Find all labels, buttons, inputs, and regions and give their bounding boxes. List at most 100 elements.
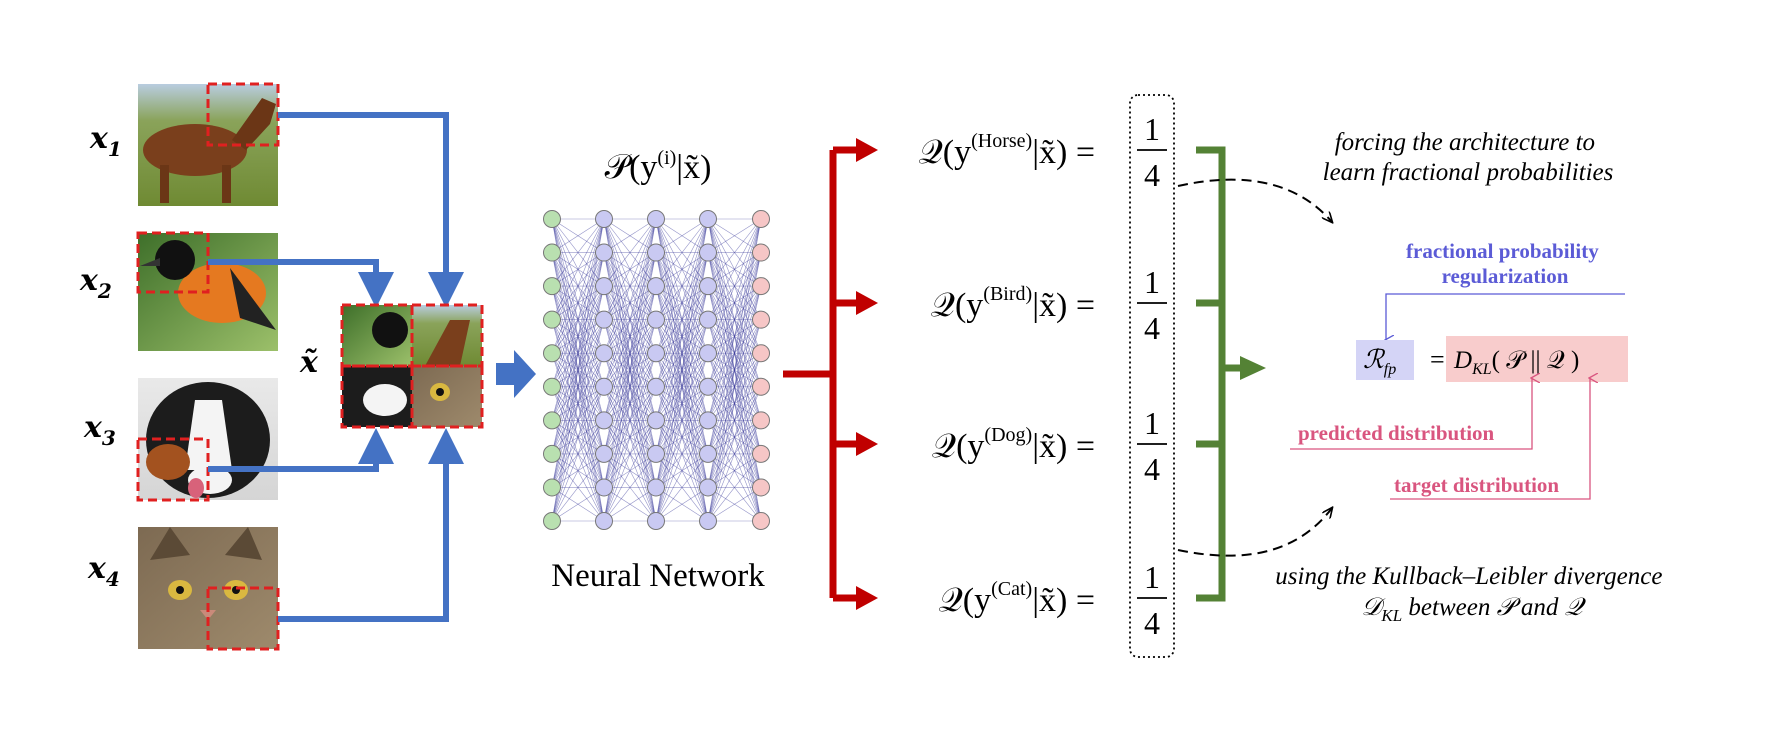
network-edge [551,386,605,522]
network-node [543,344,561,363]
network-node [647,277,665,296]
network-edge [551,487,605,522]
network-node [752,478,770,497]
network-edge [551,218,605,488]
svg-text:1: 1 [1144,559,1160,595]
network-edge [707,353,762,522]
network-edge [551,353,605,522]
network-node [543,277,561,296]
network-node [595,210,613,228]
network-edge [603,487,657,522]
network-edge [707,218,762,454]
network-node [543,210,561,228]
network-edge [603,453,657,522]
network-node [699,478,717,497]
network-edge [655,218,709,320]
svg-text:𝒬(y(Cat)|x̃) =: 𝒬(y(Cat)|x̃) = [938,578,1095,619]
output-branch-arrows [783,146,860,602]
network-edge [603,252,657,522]
network-node [699,411,717,430]
input-image-horse [138,82,280,206]
mixed-image [340,303,484,429]
network-edge [707,218,762,320]
network-node [647,243,665,262]
dashed-arrow-bottom [1177,508,1332,557]
network-edges [551,218,762,522]
svg-text:𝒬(y(Horse)|x̃) =: 𝒬(y(Horse)|x̃) = [918,130,1095,171]
regularizer-equals: = [1430,345,1445,374]
network-node [595,310,613,329]
svg-text:4: 4 [1144,605,1160,641]
network-edge [655,386,709,522]
network-edge [551,218,605,387]
network-edge [655,218,709,387]
network-edge [603,218,657,454]
network-node [752,210,770,228]
network-node [647,478,665,497]
output-equation-dog: 𝒬(y(Dog)|x̃) = [932,424,1095,465]
network-node [647,444,665,463]
network-node [699,344,717,363]
svg-text:𝒬(y(Dog)|x̃) =: 𝒬(y(Dog)|x̃) = [932,424,1095,465]
network-node [543,310,561,329]
network-edge [655,252,709,522]
network-node [647,377,665,396]
rfp-box [1356,340,1414,380]
dashed-arrow-top [1177,178,1332,222]
svg-text:4: 4 [1144,157,1160,193]
network-node [752,344,770,363]
network-edge [551,218,605,522]
network-edge [551,218,605,320]
network-edge [707,218,762,387]
network-edge [603,353,657,522]
network-edge [603,420,657,522]
network-edge [655,218,709,354]
network-edge [551,252,605,522]
network-edge [603,218,657,522]
svg-text:4: 4 [1144,451,1160,487]
network-edge [655,218,709,253]
input-image-dog [136,378,278,502]
input-image-bird [136,231,278,351]
fraction-bird: 1 4 [1137,264,1167,346]
network-node [752,310,770,329]
network-edge [551,218,605,253]
green-arrow-head [1240,356,1266,380]
network-node [699,444,717,463]
network-edge [707,218,762,522]
network-node [752,277,770,296]
input-label-x1: x1 [89,121,122,161]
network-edge [707,286,762,522]
network-edge [655,218,709,287]
network-node [647,512,665,530]
network-edge [655,218,709,522]
output-equation-cat: 𝒬(y(Cat)|x̃) = [938,578,1095,619]
blue-connectors [208,112,464,622]
input-label-x3: x3 [83,410,116,450]
network-edge [551,218,605,454]
network-edge [707,420,762,522]
network-edge [603,386,657,522]
network-edge [707,487,762,522]
network-node [699,512,717,530]
network-edge [603,286,657,522]
network-node [543,478,561,497]
network-nodes [543,210,770,530]
output-equation-bird: 𝒬(y(Bird)|x̃) = [931,283,1095,324]
network-node [647,210,665,228]
fraction-horse: 1 4 [1137,111,1167,193]
dkl-expression: DKL( 𝒫 || 𝒬 ) [1453,347,1579,378]
network-node [595,411,613,430]
output-equation-horse: 𝒬(y(Horse)|x̃) = [918,130,1095,171]
predicted-pointer [1290,378,1532,450]
regularization-label: fractional probability regularization [1406,239,1604,288]
network-edge [603,218,657,354]
input-label-x2: x2 [79,263,112,303]
rfp-symbol: ℛfp [1363,345,1396,378]
network-edge [707,218,762,354]
network-node [595,478,613,497]
network-node [543,377,561,396]
input-label-x4: x4 [87,551,120,591]
network-node [752,444,770,463]
